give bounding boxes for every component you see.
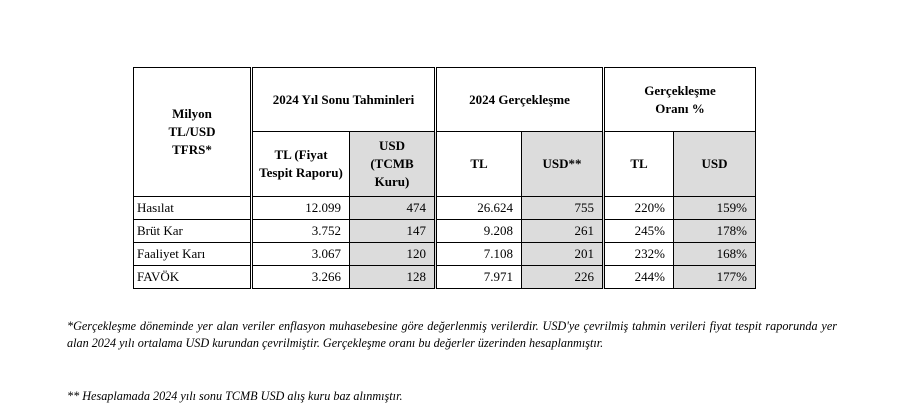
subheader-ratio-tl: TL xyxy=(602,131,674,197)
table-cell: 220% xyxy=(602,196,674,220)
table-cell: 168% xyxy=(673,242,756,266)
table-header-row: Milyon TL/USD TFRS* 2024 Yıl Sonu Tahmin… xyxy=(133,67,756,197)
row-label: Hasılat xyxy=(133,196,252,220)
table-cell: 3.067 xyxy=(250,242,350,266)
group-header-actual: 2024 Gerçekleşme xyxy=(434,67,604,132)
table-cell: 26.624 xyxy=(434,196,522,220)
table-cell: 3.266 xyxy=(250,265,350,289)
table-cell: 9.208 xyxy=(434,219,522,243)
corner-header: Milyon TL/USD TFRS* xyxy=(133,67,252,197)
table-subheader-row: TL (Fiyat Tespit Raporu) USD (TCMB Kuru)… xyxy=(134,131,756,197)
subheader-forecast-usd: USD (TCMB Kuru) xyxy=(349,131,436,197)
table-cell: 232% xyxy=(602,242,674,266)
table-cell: 226 xyxy=(521,265,604,289)
table-cell: 201 xyxy=(521,242,604,266)
table-row: FAVÖK 3.266 128 7.971 226 244% 177% xyxy=(133,265,756,289)
table-cell: 120 xyxy=(349,242,436,266)
table-cell: 159% xyxy=(673,196,756,220)
table-row: Brüt Kar 3.752 147 9.208 261 245% 178% xyxy=(133,219,756,243)
table-cell: 7.108 xyxy=(434,242,522,266)
row-label: Faaliyet Karı xyxy=(133,242,252,266)
table-cell: 128 xyxy=(349,265,436,289)
table-row: Hasılat 12.099 474 26.624 755 220% 159% xyxy=(133,196,756,220)
table-cell: 12.099 xyxy=(250,196,350,220)
group-header-forecast: 2024 Yıl Sonu Tahminleri xyxy=(250,67,436,132)
subheader-ratio-usd: USD xyxy=(673,131,756,197)
row-label: Brüt Kar xyxy=(133,219,252,243)
financial-table: Milyon TL/USD TFRS* 2024 Yıl Sonu Tahmin… xyxy=(133,67,756,289)
subheader-forecast-tl: TL (Fiyat Tespit Raporu) xyxy=(250,131,350,197)
table-cell: 7.971 xyxy=(434,265,522,289)
table-cell: 178% xyxy=(673,219,756,243)
footnote-1: *Gerçekleşme döneminde yer alan veriler … xyxy=(67,319,837,350)
table-cell: 147 xyxy=(349,219,436,243)
subheader-actual-usd: USD** xyxy=(521,131,604,197)
row-label: FAVÖK xyxy=(133,265,252,289)
footnote-2: ** Hesaplamada 2024 yılı sonu TCMB USD a… xyxy=(67,389,403,403)
table-cell: 244% xyxy=(602,265,674,289)
group-header-ratio: Gerçekleşme Oranı % xyxy=(602,67,756,132)
table-cell: 474 xyxy=(349,196,436,220)
table-cell: 261 xyxy=(521,219,604,243)
table-cell: 245% xyxy=(602,219,674,243)
table-cell: 177% xyxy=(673,265,756,289)
subheader-actual-tl: TL xyxy=(434,131,522,197)
table-cell: 3.752 xyxy=(250,219,350,243)
table-cell: 755 xyxy=(521,196,604,220)
table-row: Faaliyet Karı 3.067 120 7.108 201 232% 1… xyxy=(133,242,756,266)
